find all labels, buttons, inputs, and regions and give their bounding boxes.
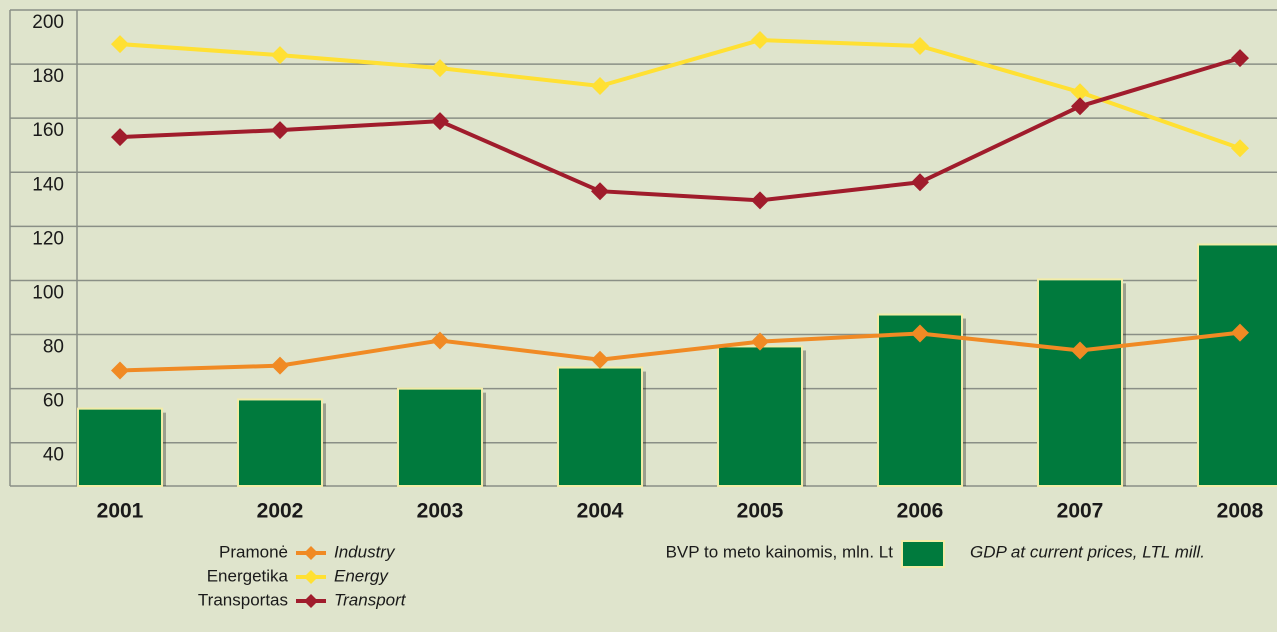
x-tick-label: 2003	[417, 500, 464, 523]
x-tick-label: 2004	[577, 500, 624, 523]
legend-local-label: Energetika	[207, 566, 289, 585]
marker	[271, 121, 289, 139]
x-tick-label: 2005	[737, 500, 784, 523]
legend-local-label: Transportas	[198, 590, 288, 609]
marker	[591, 182, 609, 200]
legend-label: GDP at current prices, LTL mill.	[970, 542, 1205, 561]
x-tick-label: 2001	[97, 500, 144, 523]
legend-marker	[304, 594, 318, 608]
marker	[271, 357, 289, 375]
marker	[431, 59, 449, 77]
x-tick-label: 2008	[1217, 500, 1264, 523]
bar	[78, 409, 162, 486]
chart: 40 60 80 100 120 140 160 180 200 2001 2002 2003 2004…	[0, 0, 1277, 632]
y-tick-label: 160	[32, 120, 64, 141]
marker	[1071, 97, 1089, 115]
legend-swatch	[902, 541, 944, 567]
marker	[111, 128, 129, 146]
marker	[591, 351, 609, 369]
bar	[1198, 244, 1277, 486]
legend-marker	[304, 570, 318, 584]
marker	[271, 46, 289, 64]
bar	[238, 399, 322, 486]
marker	[111, 35, 129, 53]
y-tick-label: 60	[43, 391, 64, 412]
bar	[1038, 279, 1122, 486]
marker	[111, 362, 129, 380]
marker	[431, 112, 449, 130]
y-tick-label: 100	[32, 282, 64, 303]
y-tick-label: 200	[32, 12, 64, 33]
marker	[911, 173, 929, 191]
legend-marker	[304, 546, 318, 560]
x-tick-label: 2006	[897, 500, 944, 523]
marker	[591, 77, 609, 95]
legend-label: Industry	[334, 542, 396, 561]
legend-local-label: BVP to meto kainomis, mln. Lt	[666, 542, 894, 561]
marker	[751, 191, 769, 209]
legend-label: Transport	[334, 590, 407, 609]
y-tick-label: 80	[43, 337, 64, 358]
marker	[911, 37, 929, 55]
x-tick-label: 2002	[257, 500, 304, 523]
x-tick-label: 2007	[1057, 500, 1104, 523]
bar	[558, 368, 642, 486]
marker	[751, 31, 769, 49]
marker	[1231, 139, 1249, 157]
bar	[718, 346, 802, 486]
legend-label: Energy	[334, 566, 389, 585]
y-tick-label: 140	[32, 174, 64, 195]
y-tick-label: 40	[43, 445, 64, 466]
y-tick-label: 120	[32, 228, 64, 249]
legend-local-label: Pramonė	[219, 542, 288, 561]
y-tick-label: 180	[32, 66, 64, 87]
page: {"chart_data": {"type": "bar_line", "cat…	[0, 0, 1277, 632]
line	[120, 40, 1240, 148]
bar	[398, 389, 482, 486]
